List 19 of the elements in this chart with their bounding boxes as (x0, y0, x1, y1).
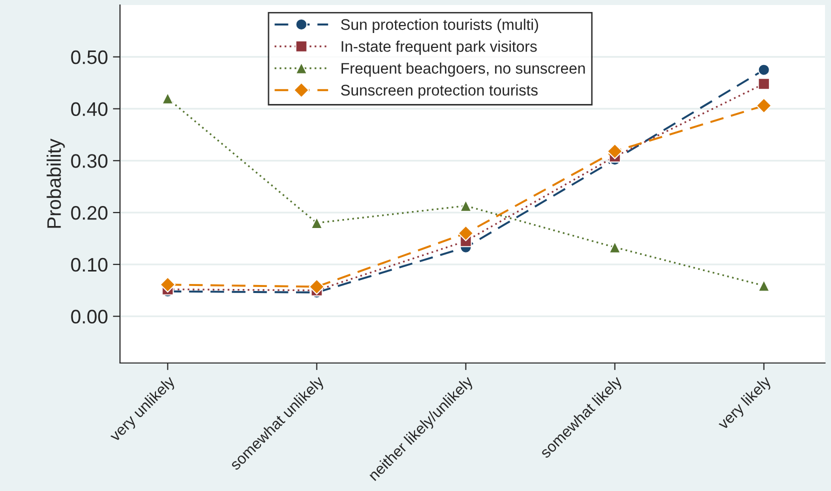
point (308, 278, 325, 295)
point (756, 98, 772, 114)
y-axis-title: Probability (46, 138, 65, 228)
y-tick-label: 0.20 (71, 206, 108, 220)
legend-label: Frequent beachgoers, no sunscreen (342, 62, 585, 77)
point (758, 280, 770, 292)
point (458, 225, 474, 242)
point (160, 276, 176, 293)
y-tick-label: 0.50 (71, 50, 108, 64)
point (606, 143, 623, 160)
y-tick-label: 0.10 (71, 258, 108, 272)
legend-label: Sunscreen protection tourists (341, 84, 538, 99)
y-tick-label: 0.40 (71, 102, 108, 116)
legend-label: Sun protection tourists (multi) (341, 18, 538, 33)
legend-label: In-state frequent park visitors (342, 40, 537, 55)
point (758, 64, 770, 76)
y-tick-label: 0.30 (71, 154, 108, 168)
y-tick-label: 0.00 (71, 310, 108, 324)
point (758, 78, 770, 90)
